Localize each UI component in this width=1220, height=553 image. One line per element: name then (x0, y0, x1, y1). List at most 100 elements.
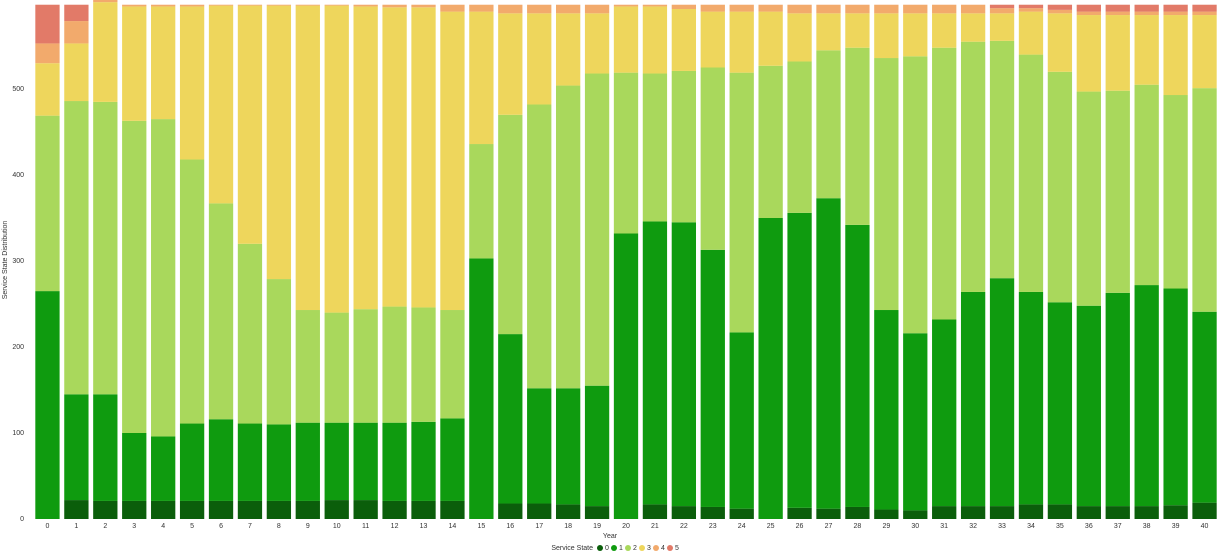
legend-label: 2 (633, 545, 637, 552)
bar-segment (758, 11, 783, 66)
x-tick-label: 25 (767, 523, 775, 530)
bar-segment (35, 43, 60, 64)
bar-segment (382, 4, 407, 8)
bar-segment (237, 4, 263, 6)
bar-segment (1105, 506, 1130, 519)
bar-segment (700, 67, 725, 250)
x-tick-label: 18 (564, 523, 572, 530)
bar-segment (237, 500, 263, 519)
bar-segment (903, 4, 928, 14)
bar-segment (874, 310, 899, 510)
x-tick-label: 0 (46, 523, 50, 530)
bar-segment (845, 224, 870, 507)
bar-segment (324, 5, 349, 313)
bar-segment (1047, 13, 1073, 72)
x-tick-label: 30 (911, 523, 919, 530)
bar-segment (584, 506, 610, 519)
legend-label: 0 (605, 545, 609, 552)
bar-segment (295, 500, 320, 519)
bar-segment (787, 212, 812, 508)
x-tick-label: 20 (622, 523, 630, 530)
legend-marker (653, 545, 659, 551)
bar-segment (1134, 285, 1159, 507)
bar-segment (266, 4, 292, 6)
x-tick-label: 13 (420, 523, 428, 530)
bar-segment (932, 4, 957, 14)
bar-segment (729, 72, 754, 333)
bar-segment (208, 4, 234, 6)
bar-segment (960, 506, 986, 519)
bar-segment (35, 291, 60, 519)
bar-segment (816, 50, 841, 199)
bar-segment (151, 119, 176, 437)
bar-segment (1163, 4, 1188, 12)
legend-title: Service State (551, 545, 593, 552)
bar-segment (845, 506, 870, 519)
bar-segment (1192, 502, 1217, 519)
bar-segment (353, 422, 378, 501)
bar-segment (1018, 54, 1044, 292)
y-axis-title: Service State Distribution (2, 221, 9, 300)
bar-segment (903, 13, 928, 57)
x-axis-title: Year (603, 533, 618, 540)
bar-segment (1105, 292, 1130, 507)
bar-segment (1163, 15, 1188, 96)
bar-segment (122, 433, 147, 501)
bar-segment (1018, 504, 1044, 519)
bar-segment (932, 506, 957, 519)
bar-segment (816, 198, 841, 509)
bar-segment (787, 13, 812, 62)
bar-segment (1047, 71, 1073, 303)
x-tick-label: 27 (825, 523, 833, 530)
bar-segment (642, 6, 668, 74)
bar-segment (1047, 302, 1073, 505)
bar-segment (237, 423, 263, 501)
bar-segment (1076, 4, 1101, 12)
x-tick-label: 22 (680, 523, 688, 530)
bar-segment (440, 310, 465, 419)
bar-segment (642, 4, 668, 7)
x-tick-label: 10 (333, 523, 341, 530)
bar-segment (960, 291, 986, 507)
bar-segment (295, 422, 320, 501)
bar-segment (353, 309, 378, 423)
bar-segment (989, 4, 1015, 9)
bar-segment (1134, 506, 1159, 519)
bar-segment (498, 13, 523, 115)
bar-segment (960, 13, 986, 42)
bar-segment (671, 4, 697, 10)
bar-segment (151, 6, 176, 120)
x-tick-label: 7 (248, 523, 252, 530)
bar-segment (527, 503, 552, 519)
bar-segment (93, 394, 118, 501)
bar-segment (1047, 504, 1073, 519)
legend-label: 3 (647, 545, 651, 552)
bar-segment (989, 8, 1015, 14)
bar-segment (1105, 11, 1130, 16)
bar-segment (179, 500, 205, 519)
x-tick-label: 31 (940, 523, 948, 530)
bar-segment (1105, 15, 1130, 91)
bar-segment (440, 4, 465, 12)
bar-segment (1192, 311, 1217, 503)
bar-segment (584, 73, 610, 386)
bar-segment (440, 500, 465, 519)
legend-marker (667, 545, 673, 551)
y-tick-label: 0 (20, 516, 24, 523)
bar-segment (932, 319, 957, 507)
bar-segment (266, 279, 292, 425)
bar-segment (1105, 90, 1130, 293)
bar-segment (35, 115, 60, 292)
bar-segment (324, 4, 349, 6)
bar-segment (527, 388, 552, 504)
bar-segment (295, 5, 320, 311)
bar-segment (671, 70, 697, 223)
bar-segment (122, 120, 147, 433)
bar-segment (324, 422, 349, 501)
x-tick-label: 4 (161, 523, 165, 530)
bar-segment (960, 41, 986, 292)
x-tick-label: 14 (449, 523, 457, 530)
x-tick-label: 24 (738, 523, 746, 530)
bar-segment (555, 85, 581, 389)
bar-segment (960, 4, 986, 14)
